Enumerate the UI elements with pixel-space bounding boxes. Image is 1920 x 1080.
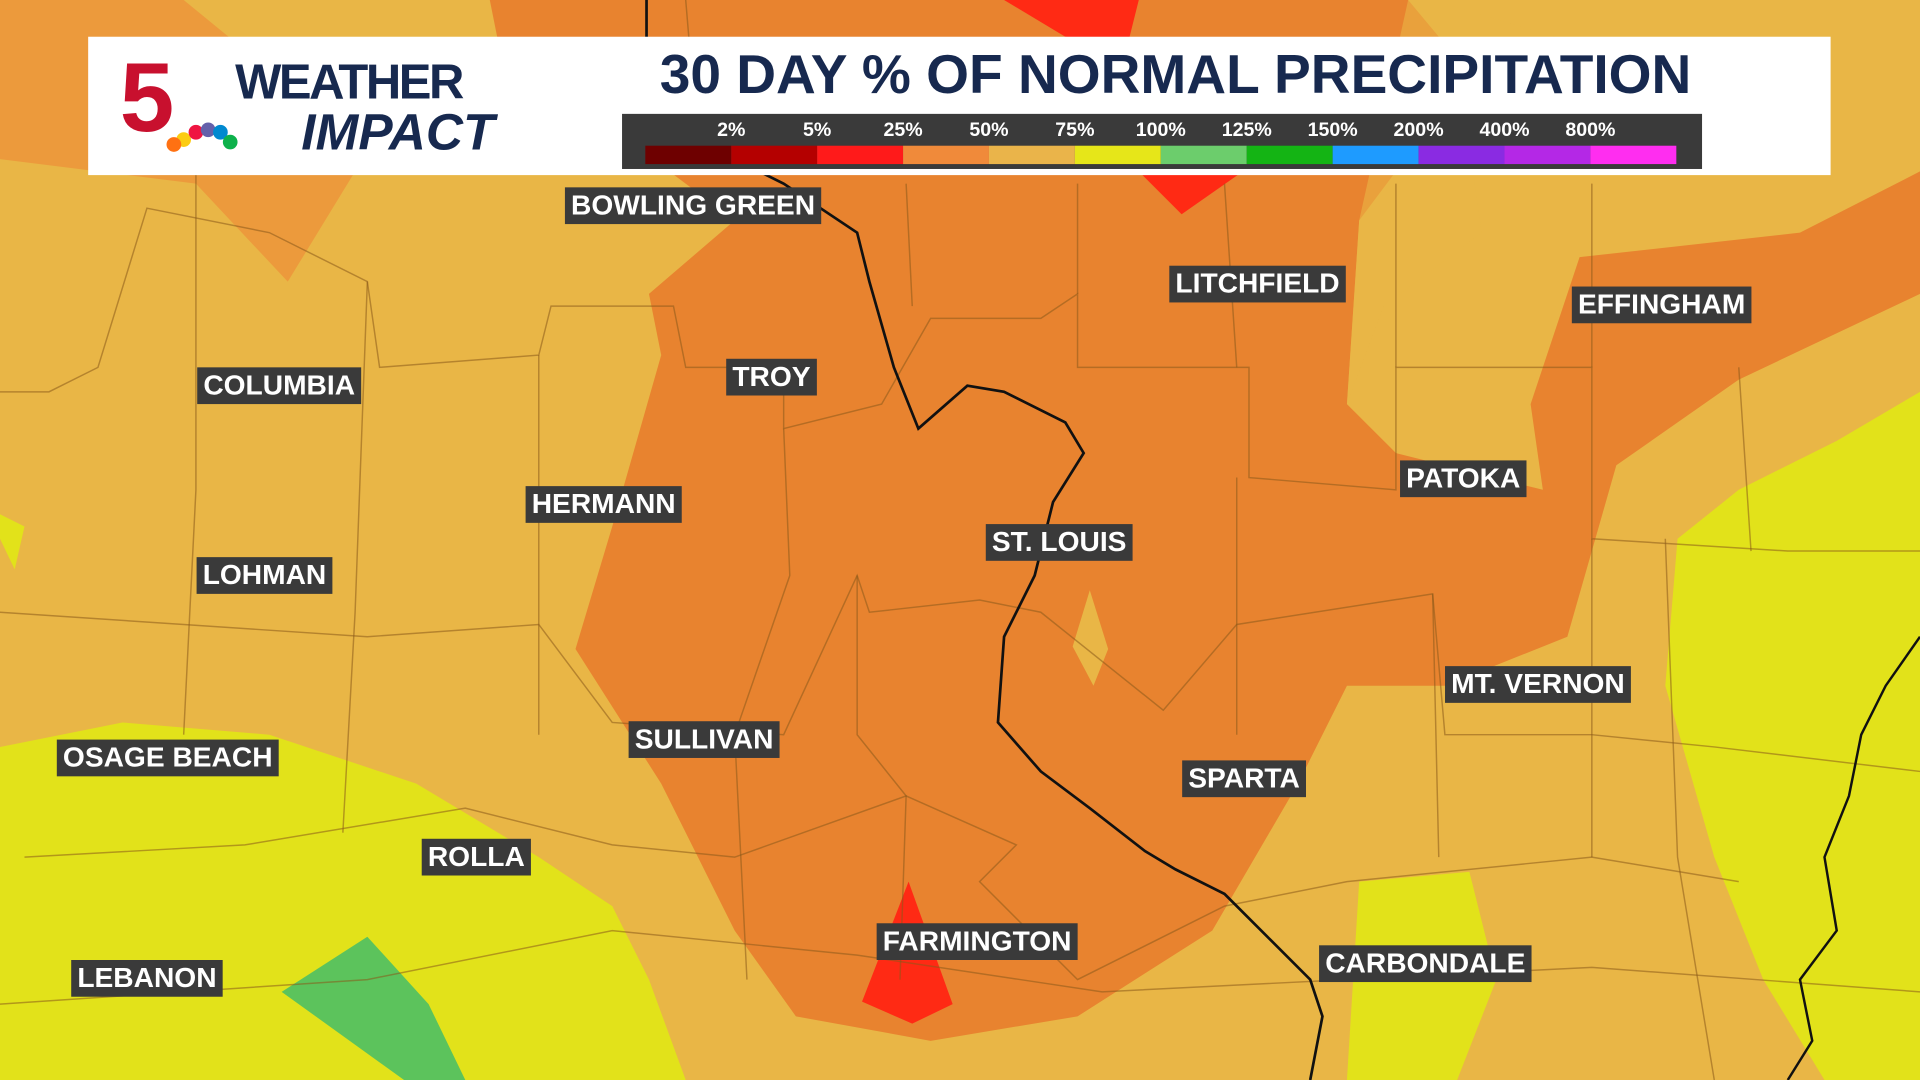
- legend: 2% 5% 25% 50% 75% 100% 125% 150% 200% 400% 800%: [645, 119, 1677, 165]
- city-label: OSAGE BEACH: [56, 739, 279, 777]
- title: 30 DAY % OF NORMAL PRECIPITATION: [660, 43, 1692, 105]
- city-label-bg: [1445, 666, 1631, 703]
- city-label-bg: [421, 838, 531, 876]
- legend-label: 75%: [1055, 119, 1094, 141]
- river: [1786, 636, 1920, 1080]
- city-label-bg: [197, 367, 362, 405]
- city-name: ST. LOUIS: [992, 526, 1127, 557]
- city-label-bg: [56, 739, 279, 777]
- city-label: SPARTA: [1182, 760, 1307, 798]
- city-name: LOHMAN: [203, 559, 327, 590]
- city-label: LITCHFIELD: [1169, 265, 1346, 303]
- city-name: OSAGE BEACH: [63, 742, 273, 773]
- city-name: PATOKA: [1406, 462, 1520, 493]
- legend-label: 200%: [1394, 119, 1444, 141]
- city-label: HERMANN: [525, 486, 682, 523]
- city-label-bg: [196, 557, 333, 594]
- city-label: FARMINGTON: [876, 923, 1078, 960]
- legend-swatch: [1160, 145, 1247, 165]
- legend-swatch: [1590, 145, 1677, 165]
- city-name: SPARTA: [1188, 762, 1300, 793]
- city-label-bg: [525, 486, 682, 523]
- legend-label: 2%: [717, 119, 745, 141]
- city-label-bg: [71, 960, 223, 997]
- city-label: COLUMBIA: [197, 367, 362, 405]
- logo-text: IMPACT: [301, 102, 499, 160]
- zone-red: [1138, 171, 1243, 215]
- city-label: TROY: [726, 358, 817, 396]
- city-label-bg: [1169, 265, 1346, 303]
- city-label-bg: [876, 923, 1078, 960]
- city-name: SULLIVAN: [635, 723, 774, 754]
- city-label: ROLLA: [421, 838, 531, 876]
- legend-label: 125%: [1222, 119, 1272, 141]
- city-name: LITCHFIELD: [1175, 268, 1339, 299]
- city-label-bg: [985, 524, 1133, 561]
- city-label: BOWLING GREEN: [564, 187, 822, 225]
- city-label: LOHMAN: [196, 557, 333, 594]
- legend-swatch: [1074, 145, 1161, 165]
- zone-yellow: [0, 514, 25, 570]
- legend-swatch: [817, 145, 904, 165]
- zone-green: [281, 936, 466, 1080]
- city-label-bg: [628, 721, 780, 758]
- city-label-bg: [726, 358, 817, 396]
- city-name: COLUMBIA: [203, 369, 355, 400]
- legend-label: 50%: [969, 119, 1008, 141]
- city-label-bg: [1319, 945, 1532, 983]
- city-name: TROY: [732, 361, 810, 392]
- zone-dark-orange: [489, 0, 1920, 1041]
- river: [645, 0, 1324, 1080]
- city-name: FARMINGTON: [883, 925, 1072, 956]
- legend-swatch: [645, 145, 732, 165]
- legend-swatch: [1504, 145, 1591, 165]
- zone-yellow: [1665, 391, 1920, 1080]
- city-name: MT. VERNON: [1451, 668, 1625, 699]
- legend-swatch: [988, 145, 1075, 165]
- city-name: HERMANN: [532, 488, 676, 519]
- city-label-bg: [1571, 286, 1752, 324]
- city-label: LEBANON: [71, 960, 223, 997]
- peacock: [166, 122, 238, 152]
- legend-swatch: [1246, 145, 1333, 165]
- city-labels: BOWLING GREEN TROY LITCHFIELD EFFINGHAM COLU…: [56, 187, 1752, 997]
- city-label: EFFINGHAM: [1571, 286, 1752, 324]
- city-label-bg: [1400, 460, 1527, 498]
- city-name: BOWLING GREEN: [571, 189, 815, 220]
- legend-swatch: [903, 145, 989, 165]
- city-label-bg: [564, 187, 822, 225]
- city-label-bg: [1182, 760, 1307, 798]
- legend-swatch: [1418, 145, 1505, 165]
- city-name: LEBANON: [77, 962, 216, 993]
- legend-label: 150%: [1308, 119, 1358, 141]
- city-name: EFFINGHAM: [1578, 289, 1745, 320]
- city-label: CARBONDALE: [1319, 945, 1532, 983]
- city-label: SULLIVAN: [628, 721, 780, 758]
- legend-label: 100%: [1136, 119, 1186, 141]
- city-label: MT. VERNON: [1445, 666, 1631, 703]
- legend-label: 800%: [1565, 119, 1615, 141]
- logo-number: 5: [120, 42, 174, 152]
- legend-label: 5%: [803, 119, 831, 141]
- legend-label: 25%: [883, 119, 922, 141]
- zone-light: [1072, 590, 1109, 686]
- legend-label: 400%: [1479, 119, 1529, 141]
- legend-swatch: [731, 145, 818, 165]
- city-label: PATOKA: [1400, 460, 1527, 498]
- city-name: ROLLA: [428, 841, 525, 872]
- city-label: ST. LOUIS: [985, 524, 1133, 561]
- logo-text: WEATHER: [235, 56, 464, 110]
- city-name: CARBONDALE: [1325, 947, 1525, 978]
- legend-swatch: [1332, 145, 1419, 165]
